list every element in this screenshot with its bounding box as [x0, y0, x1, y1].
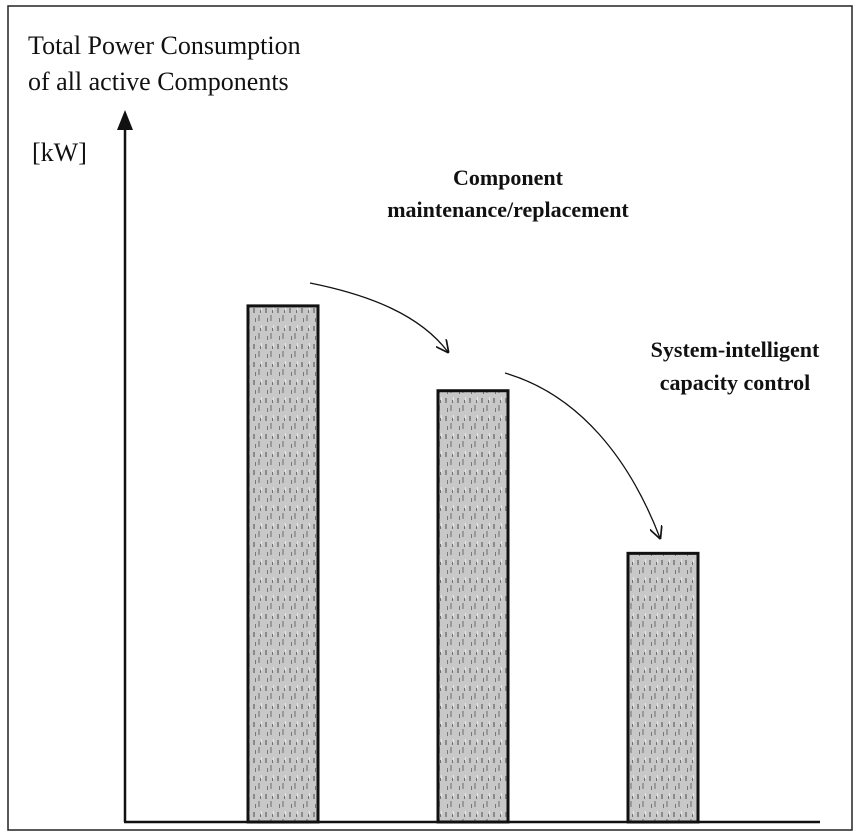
chart-title: of all active Components — [28, 67, 289, 96]
bar — [436, 389, 510, 824]
chart-title: Total Power Consumption — [28, 31, 301, 60]
arrow — [504, 372, 660, 538]
annotation: capacity control — [660, 370, 811, 395]
annotation: System-intelligent — [651, 337, 820, 362]
annotation: Component — [453, 165, 564, 190]
bar — [246, 304, 320, 824]
annotation: maintenance/replacement — [387, 197, 629, 222]
frame — [7, 5, 853, 831]
y-axis-label: [kW] — [32, 138, 87, 167]
bar — [626, 551, 700, 824]
arrow — [309, 282, 448, 352]
